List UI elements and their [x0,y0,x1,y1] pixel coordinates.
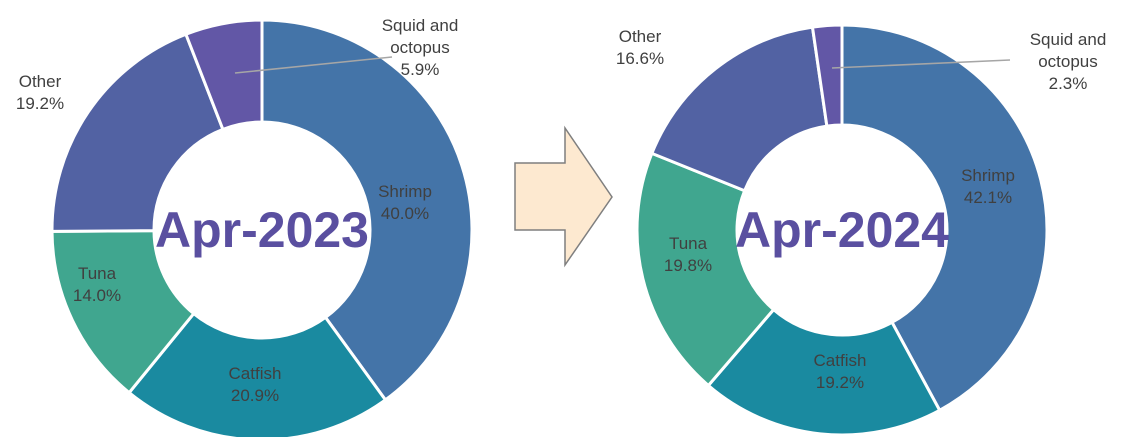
value-label: 19.2% [15,94,65,113]
category-label: Catfish [813,351,867,370]
slice [635,151,776,388]
center-title: Apr-2023 [155,202,369,258]
value-label: 40.0% [380,204,430,223]
category-label: Other [618,27,662,46]
data-label: Catfish 20.9% [200,363,310,407]
value-label: 19.2% [815,373,865,392]
slice [127,311,388,437]
slice [50,32,225,233]
data-label: Other 16.6% [585,26,695,70]
category-label: Shrimp [961,166,1015,185]
category-label: Tuna [668,234,708,253]
value-label: 42.1% [963,188,1013,207]
value-label: 14.0% [72,286,122,305]
leader-line [234,56,393,74]
center-title: Apr-2024 [735,202,949,258]
arrow [514,125,613,268]
data-label: Tuna 14.0% [42,263,152,307]
slice [810,23,844,128]
slice [840,23,1049,413]
value-label: 20.9% [230,386,280,405]
category-label: Squid and octopus [1029,30,1107,71]
data-label: Catfish 19.2% [785,350,895,394]
value-label: 16.6% [615,49,665,68]
value-label: 2.3% [1048,74,1088,93]
data-label: Tuna 19.8% [633,233,743,277]
data-label: Shrimp 42.1% [933,165,1043,209]
value-label: 5.9% [400,60,440,79]
leader-line [831,59,1011,69]
value-label: 19.8% [663,256,713,275]
category-label: Tuna [77,264,117,283]
category-label: Catfish [228,364,282,383]
slice [260,18,474,402]
slice [706,307,942,437]
slice [183,18,264,132]
category-label: Shrimp [378,182,432,201]
data-label: Other 19.2% [0,71,95,115]
data-label: Squid and octopus 2.3% [1013,29,1122,95]
category-label: Other [18,72,62,91]
slice [649,25,829,193]
data-label: Shrimp 40.0% [350,181,460,225]
slice [50,229,196,395]
data-label: Squid and octopus 5.9% [365,15,475,81]
category-label: Squid and octopus [381,16,459,57]
